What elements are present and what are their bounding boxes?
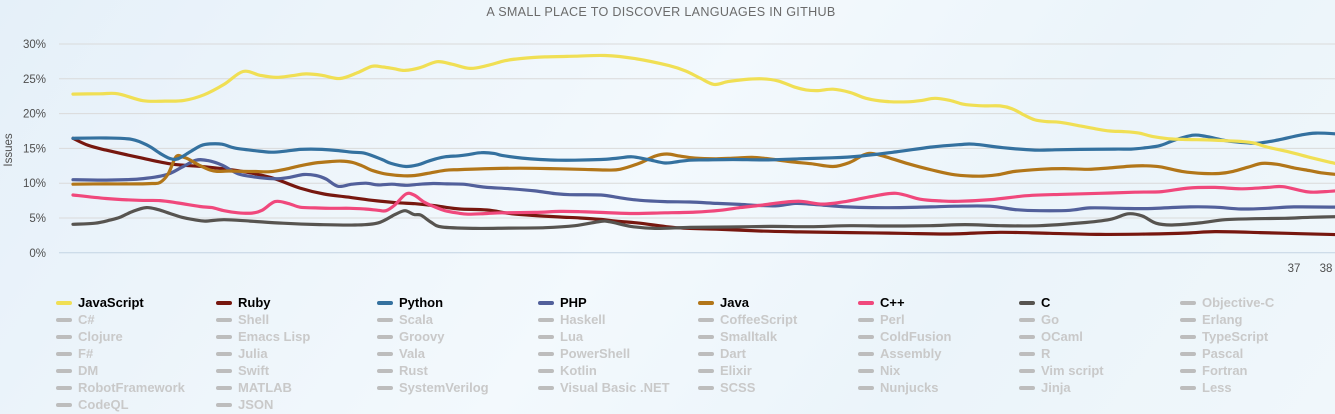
svg-text:5%: 5% (29, 213, 46, 225)
svg-text:Issues: Issues (3, 133, 15, 166)
svg-text:30%: 30% (23, 39, 46, 51)
svg-text:0%: 0% (29, 248, 46, 260)
svg-text:38: 38 (1320, 263, 1333, 275)
svg-text:37: 37 (1288, 263, 1301, 275)
svg-text:25%: 25% (23, 74, 46, 86)
svg-text:10%: 10% (23, 178, 46, 190)
svg-text:15%: 15% (23, 143, 46, 155)
svg-text:20%: 20% (23, 109, 46, 121)
